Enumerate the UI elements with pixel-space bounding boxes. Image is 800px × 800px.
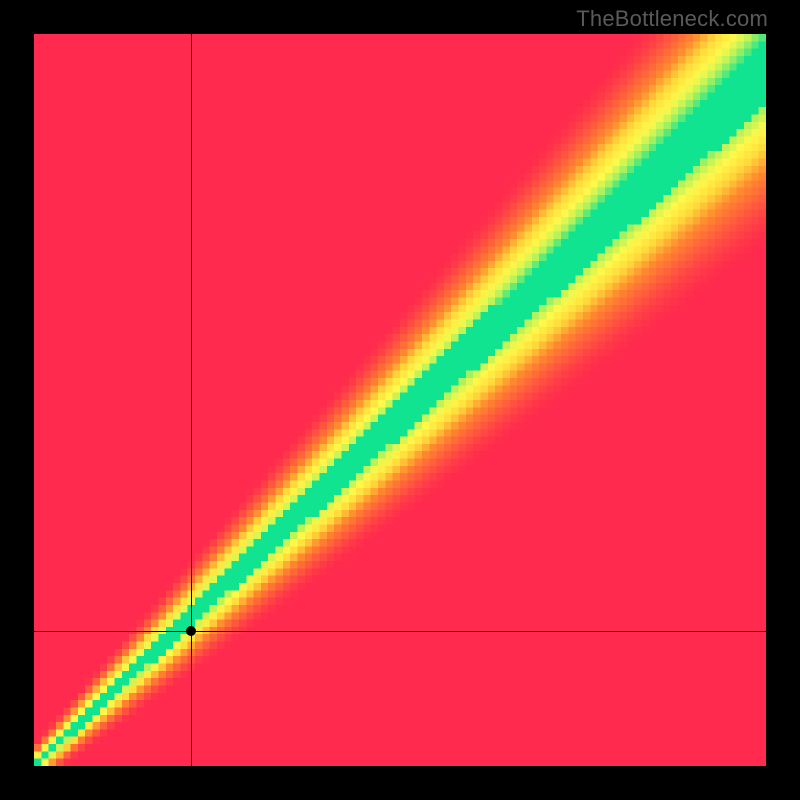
crosshair-horizontal: [34, 631, 766, 632]
bottleneck-heatmap: [34, 34, 766, 766]
crosshair-marker: [186, 626, 196, 636]
heatmap-canvas: [34, 34, 766, 766]
crosshair-vertical: [191, 34, 192, 766]
watermark-text: TheBottleneck.com: [576, 6, 768, 32]
